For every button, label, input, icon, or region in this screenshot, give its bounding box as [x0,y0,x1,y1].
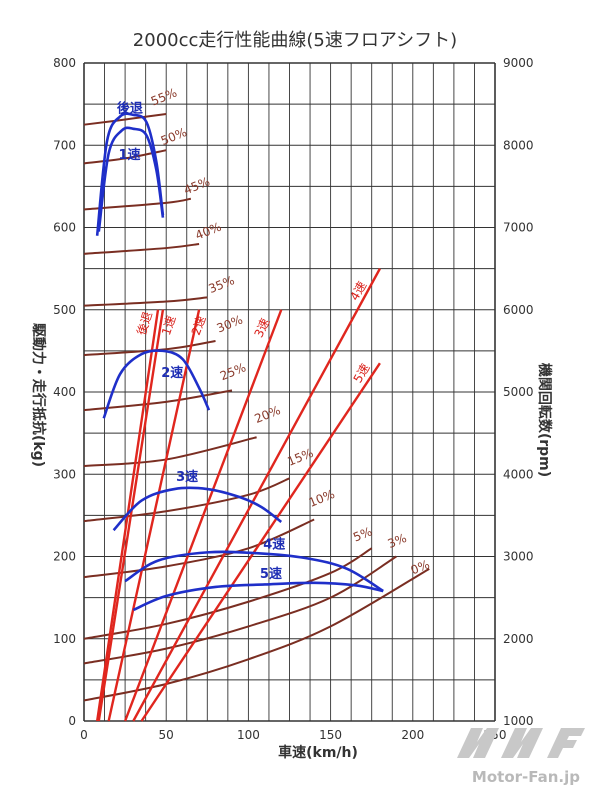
watermark-logo [457,728,585,758]
driving-force-label: 4速 [263,536,285,552]
resistance-label: 0% [409,557,432,577]
engine-speed-label: 1速 [159,314,178,337]
resistance-curve [83,555,397,665]
driving-force-label: 2速 [161,365,183,381]
resistance-label: 5% [351,524,374,544]
watermark-text: Motor-Fan.jp [472,768,580,786]
resistance-curve [83,149,167,165]
y-left-tick-label: 700 [53,138,76,152]
y-left-tick-label: 500 [53,303,76,317]
driving-force-curve [112,486,283,532]
x-tick-label: 200 [401,728,424,742]
y-left-tick-label: 400 [53,385,76,399]
y-right-tick-label: 2000 [503,632,534,646]
x-axis-title: 車速(km/h) [278,744,358,761]
y-left-tick-label: 0 [68,714,76,728]
x-tick-label: 50 [159,728,174,742]
y-left-tick-label: 600 [53,221,76,235]
engine-speed-label: 後退 [134,310,155,337]
curve-labels: 55%50%45%40%35%30%25%20%15%10%5% 3%0%後退 1速… [117,86,432,582]
engine-speed-label: 3速 [252,316,273,340]
x-tick-label: 100 [237,728,260,742]
driving-force-curve [95,112,165,236]
y-right-tick-label: 6000 [503,303,534,317]
engine-speed-line [97,309,165,722]
x-tick-label: 150 [319,728,342,742]
engine-speed-lines [95,268,381,722]
resistance-label: 55% [149,86,179,109]
driving-force-label: 後退 [117,100,143,116]
driving-force-curves [95,112,384,612]
driving-force-label: 5速 [260,566,282,582]
resistance-label: 35% [206,273,236,296]
engine-speed-label: 4速 [347,279,369,303]
resistance-curve [83,389,233,412]
resistance-curve [83,547,373,640]
resistance-curves [83,113,430,702]
resistance-curve [83,340,216,356]
resistance-curve [83,242,200,255]
engine-speed-line [107,309,201,722]
resistance-curve [83,296,208,307]
y-right-tick-label: 9000 [503,56,534,70]
engine-speed-line [123,309,283,722]
resistance-label: 50% [159,125,189,148]
engine-speed-label: 5速 [351,361,373,385]
resistance-label: 10% [307,487,337,510]
y-right-tick-label: 1000 [503,714,534,728]
axis-ticks: 0501001502002500100200300400500600700800… [53,56,533,742]
driving-force-curve [102,349,211,419]
engine-speed-line [132,268,381,722]
resistance-curve [83,477,290,523]
driving-force-curve [97,126,165,232]
y-right-tick-label: 3000 [503,550,534,564]
resistance-label: 3% [386,531,409,551]
resistance-curve [83,567,430,702]
resistance-label: 40% [193,220,223,243]
engine-speed-line [140,362,381,722]
y-left-tick-label: 100 [53,632,76,646]
y-right-tick-label: 8000 [503,138,534,152]
y-axis-right-title: 機関回転数(rpm) [536,363,553,477]
driving-force-curve [132,581,384,612]
chart-title: 2000cc走行性能曲線(5速フロアシフト) [133,30,457,51]
driving-force-label: 1速 [119,147,141,163]
engine-speed-label: 2速 [189,314,209,337]
y-left-tick-label: 800 [53,56,76,70]
x-tick-label: 0 [80,728,88,742]
y-right-tick-label: 4000 [503,467,534,481]
driving-force-label: 3速 [176,469,198,485]
resistance-label: 25% [218,360,248,383]
y-axis-left-title: 駆動力・走行抵抗(kg) [30,323,47,467]
watermark: Motor-Fan.jp [457,728,585,786]
y-left-tick-label: 200 [53,550,76,564]
grid [83,62,496,722]
y-left-tick-label: 300 [53,467,76,481]
y-right-tick-label: 5000 [503,385,534,399]
y-right-tick-label: 7000 [503,221,534,235]
driving-force-curve [124,550,384,593]
resistance-label: 30% [215,313,245,336]
resistance-label: 20% [252,403,282,426]
